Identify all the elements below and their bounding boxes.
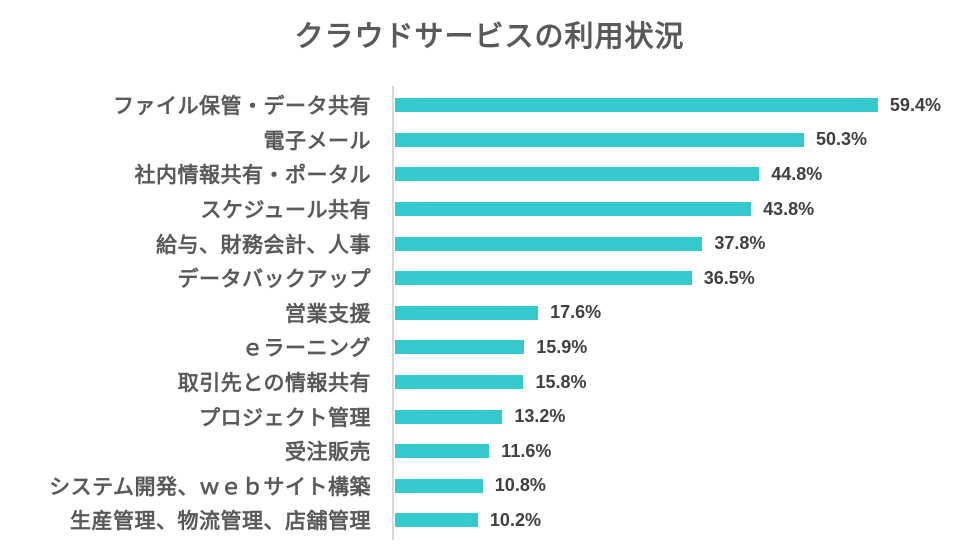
category-label: スケジュール共有 [200, 199, 371, 223]
bar-row: 電子メール 50.3% [0, 123, 979, 158]
category-label: 営業支援 [285, 302, 371, 326]
bar-track: 43.8% [395, 192, 979, 227]
bar-track: 17.6% [395, 296, 979, 331]
bar-row: 営業支援 17.6% [0, 296, 979, 331]
bar-row: プロジェクト管理 13.2% [0, 399, 979, 434]
value-label: 13.2% [514, 406, 566, 427]
bar-chart: ファイル保管・データ共有 59.4% 電子メール 50.3% 社内情報共有・ポータル 44… [0, 88, 979, 538]
bar-row: 給与、財務会計、人事 37.8% [0, 226, 979, 261]
bar [395, 305, 539, 320]
category-label: ファイル保管・データ共有 [113, 95, 371, 119]
bar-row: システム開発、ｗｅｂサイト構築 10.8% [0, 469, 979, 504]
category-label: 社内情報共有・ポータル [134, 164, 371, 188]
value-label: 59.4% [889, 94, 941, 115]
bar [395, 236, 703, 251]
category-label: ｅラーニング [242, 337, 371, 361]
bar-track: 13.2% [395, 399, 979, 434]
bar [395, 98, 878, 113]
value-label: 10.8% [494, 475, 546, 496]
bar-row: 社内情報共有・ポータル 44.8% [0, 157, 979, 192]
category-label: 給与、財務会計、人事 [156, 233, 371, 257]
bar-row: データバックアップ 36.5% [0, 261, 979, 296]
bar [395, 167, 760, 182]
bar-track: 15.9% [395, 330, 979, 365]
bar-row: 受注販売 11.6% [0, 434, 979, 469]
value-label: 15.8% [535, 371, 587, 392]
bar [395, 444, 490, 459]
bar [395, 340, 525, 355]
value-label: 15.9% [536, 336, 588, 357]
value-label: 44.8% [771, 163, 823, 184]
bar-track: 10.2% [395, 503, 979, 538]
bar-track: 44.8% [395, 157, 979, 192]
value-label: 10.2% [489, 509, 541, 530]
bar-row: ｅラーニング 15.9% [0, 330, 979, 365]
bar-track: 11.6% [395, 434, 979, 469]
category-label: システム開発、ｗｅｂサイト構築 [49, 475, 371, 499]
bar [395, 409, 503, 424]
chart-title: クラウドサービスの利用状況 [294, 21, 685, 53]
bar [395, 271, 692, 286]
category-label: 受注販売 [285, 441, 371, 465]
bar [395, 202, 752, 217]
value-label: 43.8% [763, 198, 815, 219]
bar [395, 375, 524, 390]
category-label: 電子メール [263, 129, 371, 153]
category-label: 生産管理、物流管理、店舗管理 [70, 510, 371, 534]
bar-track: 10.8% [395, 469, 979, 504]
category-label: データバックアップ [177, 268, 371, 292]
y-axis-line [392, 86, 394, 540]
bar-row: ファイル保管・データ共有 59.4% [0, 88, 979, 123]
value-label: 17.6% [550, 302, 602, 323]
bar-track: 15.8% [395, 365, 979, 400]
bar [395, 513, 478, 528]
value-label: 36.5% [703, 267, 755, 288]
bar-track: 36.5% [395, 261, 979, 296]
value-label: 11.6% [501, 440, 552, 461]
value-label: 50.3% [815, 129, 867, 150]
bar [395, 478, 483, 493]
bar [395, 132, 804, 147]
bar-row: スケジュール共有 43.8% [0, 192, 979, 227]
bar-row: 生産管理、物流管理、店舗管理 10.2% [0, 503, 979, 538]
value-label: 37.8% [714, 233, 766, 254]
bar-row: 取引先との情報共有 15.8% [0, 365, 979, 400]
category-label: 取引先との情報共有 [177, 372, 371, 396]
category-label: プロジェクト管理 [199, 406, 371, 430]
bar-track: 37.8% [395, 226, 979, 261]
bar-track: 59.4% [395, 88, 979, 123]
bar-track: 50.3% [395, 123, 979, 158]
